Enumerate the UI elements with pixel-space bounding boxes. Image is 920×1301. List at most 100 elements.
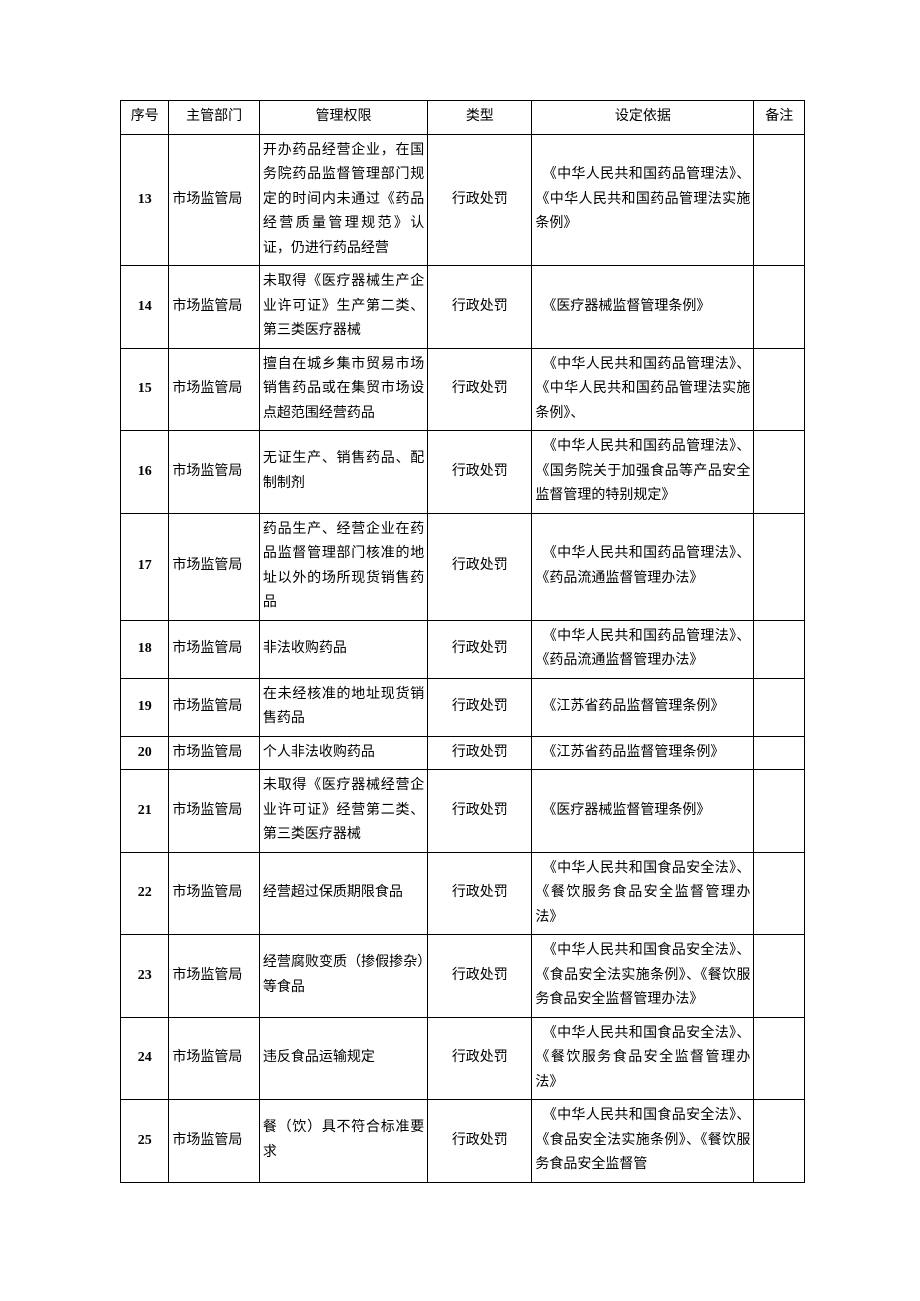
table-row: 16市场监管局无证生产、销售药品、配制制剂行政处罚 《中华人民共和国药品管理法》… [121, 431, 805, 514]
header-auth: 管理权限 [259, 101, 427, 135]
cell-seq: 25 [121, 1100, 169, 1183]
header-type: 类型 [428, 101, 532, 135]
cell-basis: 《江苏省药品监督管理条例》 [532, 678, 754, 736]
header-basis: 设定依据 [532, 101, 754, 135]
cell-remark [754, 1017, 805, 1100]
cell-basis: 《中华人民共和国食品安全法》、《餐饮服务食品安全监督管理办法》 [532, 852, 754, 935]
cell-dept: 市场监管局 [169, 1100, 259, 1183]
cell-auth: 未取得《医疗器械经营企业许可证》经营第二类、第三类医疗器械 [259, 770, 427, 853]
cell-seq: 24 [121, 1017, 169, 1100]
cell-dept: 市场监管局 [169, 935, 259, 1018]
cell-remark [754, 620, 805, 678]
cell-seq: 23 [121, 935, 169, 1018]
cell-basis: 《中华人民共和国药品管理法》、《中华人民共和国药品管理法实施条例》、 [532, 348, 754, 431]
cell-basis: 《医疗器械监督管理条例》 [532, 266, 754, 349]
cell-dept: 市场监管局 [169, 770, 259, 853]
cell-type: 行政处罚 [428, 431, 532, 514]
cell-remark [754, 678, 805, 736]
cell-type: 行政处罚 [428, 134, 532, 266]
cell-auth: 违反食品运输规定 [259, 1017, 427, 1100]
cell-dept: 市场监管局 [169, 678, 259, 736]
regulation-table: 序号 主管部门 管理权限 类型 设定依据 备注 13市场监管局开办药品经营企业，… [120, 100, 805, 1183]
table-row: 21市场监管局未取得《医疗器械经营企业许可证》经营第二类、第三类医疗器械行政处罚… [121, 770, 805, 853]
cell-basis: 《中华人民共和国药品管理法》、《药品流通监督管理办法》 [532, 513, 754, 620]
cell-auth: 未取得《医疗器械生产企业许可证》生产第二类、第三类医疗器械 [259, 266, 427, 349]
cell-basis: 《中华人民共和国药品管理法》、《药品流通监督管理办法》 [532, 620, 754, 678]
cell-type: 行政处罚 [428, 513, 532, 620]
table-row: 14市场监管局未取得《医疗器械生产企业许可证》生产第二类、第三类医疗器械行政处罚… [121, 266, 805, 349]
cell-dept: 市场监管局 [169, 513, 259, 620]
cell-dept: 市场监管局 [169, 266, 259, 349]
cell-auth: 在未经核准的地址现货销售药品 [259, 678, 427, 736]
cell-dept: 市场监管局 [169, 431, 259, 514]
cell-remark [754, 348, 805, 431]
cell-basis: 《江苏省药品监督管理条例》 [532, 736, 754, 770]
table-row: 22市场监管局经营超过保质期限食品行政处罚 《中华人民共和国食品安全法》、《餐饮… [121, 852, 805, 935]
cell-auth: 经营腐败变质（掺假掺杂）等食品 [259, 935, 427, 1018]
table-row: 18市场监管局非法收购药品行政处罚 《中华人民共和国药品管理法》、《药品流通监督… [121, 620, 805, 678]
cell-seq: 21 [121, 770, 169, 853]
header-dept: 主管部门 [169, 101, 259, 135]
cell-type: 行政处罚 [428, 1017, 532, 1100]
cell-dept: 市场监管局 [169, 134, 259, 266]
table-header-row: 序号 主管部门 管理权限 类型 设定依据 备注 [121, 101, 805, 135]
cell-remark [754, 431, 805, 514]
cell-seq: 15 [121, 348, 169, 431]
cell-seq: 16 [121, 431, 169, 514]
cell-basis: 《中华人民共和国食品安全法》、《餐饮服务食品安全监督管理办法》 [532, 1017, 754, 1100]
table-row: 17市场监管局药品生产、经营企业在药品监督管理部门核准的地址以外的场所现货销售药… [121, 513, 805, 620]
table-row: 20市场监管局个人非法收购药品行政处罚 《江苏省药品监督管理条例》 [121, 736, 805, 770]
cell-auth: 擅自在城乡集市贸易市场销售药品或在集贸市场设点超范围经营药品 [259, 348, 427, 431]
cell-basis: 《中华人民共和国药品管理法》、《国务院关于加强食品等产品安全监督管理的特别规定》 [532, 431, 754, 514]
cell-seq: 20 [121, 736, 169, 770]
cell-seq: 19 [121, 678, 169, 736]
cell-dept: 市场监管局 [169, 348, 259, 431]
cell-dept: 市场监管局 [169, 1017, 259, 1100]
cell-auth: 药品生产、经营企业在药品监督管理部门核准的地址以外的场所现货销售药品 [259, 513, 427, 620]
cell-dept: 市场监管局 [169, 620, 259, 678]
cell-remark [754, 852, 805, 935]
cell-type: 行政处罚 [428, 678, 532, 736]
cell-auth: 无证生产、销售药品、配制制剂 [259, 431, 427, 514]
table-row: 13市场监管局开办药品经营企业，在国务院药品监督管理部门规定的时间内未通过《药品… [121, 134, 805, 266]
cell-basis: 《中华人民共和国药品管理法》、《中华人民共和国药品管理法实施条例》 [532, 134, 754, 266]
cell-dept: 市场监管局 [169, 736, 259, 770]
cell-type: 行政处罚 [428, 348, 532, 431]
cell-seq: 22 [121, 852, 169, 935]
table-row: 23市场监管局经营腐败变质（掺假掺杂）等食品行政处罚 《中华人民共和国食品安全法… [121, 935, 805, 1018]
cell-remark [754, 134, 805, 266]
cell-type: 行政处罚 [428, 266, 532, 349]
cell-auth: 开办药品经营企业，在国务院药品监督管理部门规定的时间内未通过《药品经营质量管理规… [259, 134, 427, 266]
cell-type: 行政处罚 [428, 935, 532, 1018]
cell-basis: 《中华人民共和国食品安全法》、《食品安全法实施条例》、《餐饮服务食品安全监督管理… [532, 935, 754, 1018]
table-row: 25市场监管局餐（饮）具不符合标准要求行政处罚 《中华人民共和国食品安全法》、《… [121, 1100, 805, 1183]
cell-seq: 13 [121, 134, 169, 266]
cell-remark [754, 935, 805, 1018]
header-seq: 序号 [121, 101, 169, 135]
cell-seq: 18 [121, 620, 169, 678]
table-row: 19市场监管局在未经核准的地址现货销售药品行政处罚 《江苏省药品监督管理条例》 [121, 678, 805, 736]
cell-remark [754, 266, 805, 349]
cell-auth: 餐（饮）具不符合标准要求 [259, 1100, 427, 1183]
cell-type: 行政处罚 [428, 852, 532, 935]
cell-dept: 市场监管局 [169, 852, 259, 935]
cell-type: 行政处罚 [428, 736, 532, 770]
cell-type: 行政处罚 [428, 770, 532, 853]
table-body: 13市场监管局开办药品经营企业，在国务院药品监督管理部门规定的时间内未通过《药品… [121, 134, 805, 1182]
cell-type: 行政处罚 [428, 620, 532, 678]
cell-basis: 《中华人民共和国食品安全法》、《食品安全法实施条例》、《餐饮服务食品安全监督管 [532, 1100, 754, 1183]
cell-auth: 非法收购药品 [259, 620, 427, 678]
cell-seq: 17 [121, 513, 169, 620]
cell-remark [754, 736, 805, 770]
cell-remark [754, 513, 805, 620]
cell-type: 行政处罚 [428, 1100, 532, 1183]
header-remark: 备注 [754, 101, 805, 135]
cell-remark [754, 1100, 805, 1183]
table-row: 24市场监管局违反食品运输规定行政处罚 《中华人民共和国食品安全法》、《餐饮服务… [121, 1017, 805, 1100]
cell-basis: 《医疗器械监督管理条例》 [532, 770, 754, 853]
table-row: 15市场监管局擅自在城乡集市贸易市场销售药品或在集贸市场设点超范围经营药品行政处… [121, 348, 805, 431]
cell-seq: 14 [121, 266, 169, 349]
cell-remark [754, 770, 805, 853]
cell-auth: 个人非法收购药品 [259, 736, 427, 770]
cell-auth: 经营超过保质期限食品 [259, 852, 427, 935]
